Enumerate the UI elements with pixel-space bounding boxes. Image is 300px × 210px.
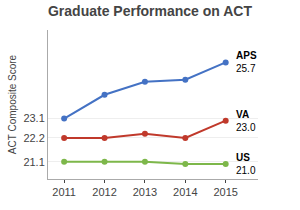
svg-text:2013: 2013	[133, 186, 157, 198]
svg-text:22.2: 22.2	[23, 132, 44, 144]
svg-text:23.1: 23.1	[23, 112, 44, 124]
svg-text:2014: 2014	[173, 186, 197, 198]
svg-text:2015: 2015	[213, 186, 237, 198]
svg-text:2011: 2011	[52, 186, 76, 198]
svg-text:VA23.0: VA23.0	[236, 109, 256, 133]
svg-text:2012: 2012	[92, 186, 116, 198]
svg-text:21.1: 21.1	[23, 156, 44, 168]
svg-text:US21.0: US21.0	[236, 152, 256, 176]
svg-text:Graduate Performance on ACT: Graduate Performance on ACT	[48, 3, 253, 19]
svg-text:APS25.7: APS25.7	[236, 50, 257, 74]
svg-text:ACT Composite Score: ACT Composite Score	[7, 54, 18, 154]
